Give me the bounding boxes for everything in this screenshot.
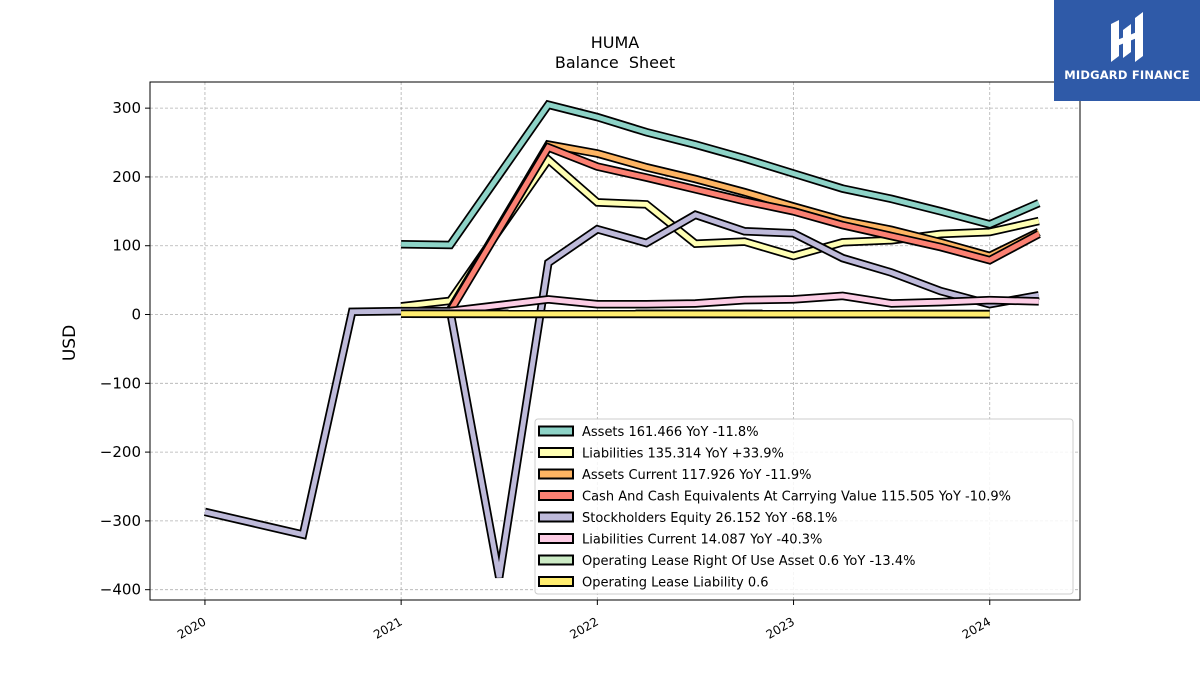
legend-swatch (538, 576, 574, 587)
legend-label: Liabilities Current 14.087 YoY -40.3% (582, 533, 822, 548)
series-line-cash-and-cash-equivalents-at-carrying-value (448, 144, 1040, 313)
legend-swatch (538, 425, 574, 437)
x-tick-label: 2023 (764, 614, 797, 641)
y-axis-label: USD (60, 325, 80, 361)
x-tick-label: 2022 (567, 614, 600, 641)
y-tick-label: −200 (100, 443, 141, 461)
legend: Assets 161.466 YoY -11.8% Liabilities 135… (534, 418, 1074, 595)
y-tick-label: −400 (100, 581, 141, 599)
y-tick-label: 0 (131, 306, 141, 324)
legend-label: Stockholders Equity 26.152 YoY -68.1% (582, 511, 837, 526)
series-line-assets (401, 101, 1040, 248)
legend-swatch (538, 447, 574, 458)
legend-label: Assets 161.466 YoY -11.8% (582, 425, 759, 440)
midgard-logo-icon (1111, 12, 1143, 62)
midgard-finance-logo: MIDGARD FINANCE (1054, 0, 1200, 101)
legend-label: Operating Lease Liability 0.6 (582, 576, 769, 591)
y-tick-label: −300 (100, 512, 141, 530)
legend-swatch (538, 490, 574, 501)
legend-swatch (538, 511, 574, 523)
chart-title: HUMA (591, 33, 640, 52)
legend-swatch (538, 554, 574, 566)
x-tick-label: 2020 (175, 614, 208, 641)
legend-swatch (538, 468, 574, 480)
legend-swatch (538, 533, 574, 544)
plot-frame (149, 81, 1081, 601)
series-line-liabilities-current (449, 293, 1039, 314)
legend-label: Liabilities 135.314 YoY +33.9% (582, 447, 784, 462)
series-line-stockholders-equity (204, 212, 1040, 578)
y-tick-label: −100 (100, 374, 141, 392)
x-tick-label: 2024 (960, 614, 993, 641)
x-tick-label: 2021 (371, 614, 404, 641)
brand-name: MIDGARD FINANCE (1064, 68, 1190, 82)
y-tick-label: 200 (112, 168, 141, 186)
series-line-liabilities (400, 155, 1040, 309)
legend-box (534, 418, 1074, 595)
legend-label: Cash And Cash Equivalents At Carrying Va… (582, 490, 1011, 505)
y-tick-label: 100 (112, 237, 141, 255)
chart-subtitle: Balance Sheet (555, 53, 675, 72)
series-line-assets-current (448, 141, 1040, 311)
y-tick-label: 300 (112, 99, 141, 117)
series-lines (203, 99, 1041, 579)
legend-label: Assets Current 117.926 YoY -11.9% (582, 468, 812, 483)
legend-label: Operating Lease Right Of Use Asset 0.6 Y… (582, 554, 915, 569)
